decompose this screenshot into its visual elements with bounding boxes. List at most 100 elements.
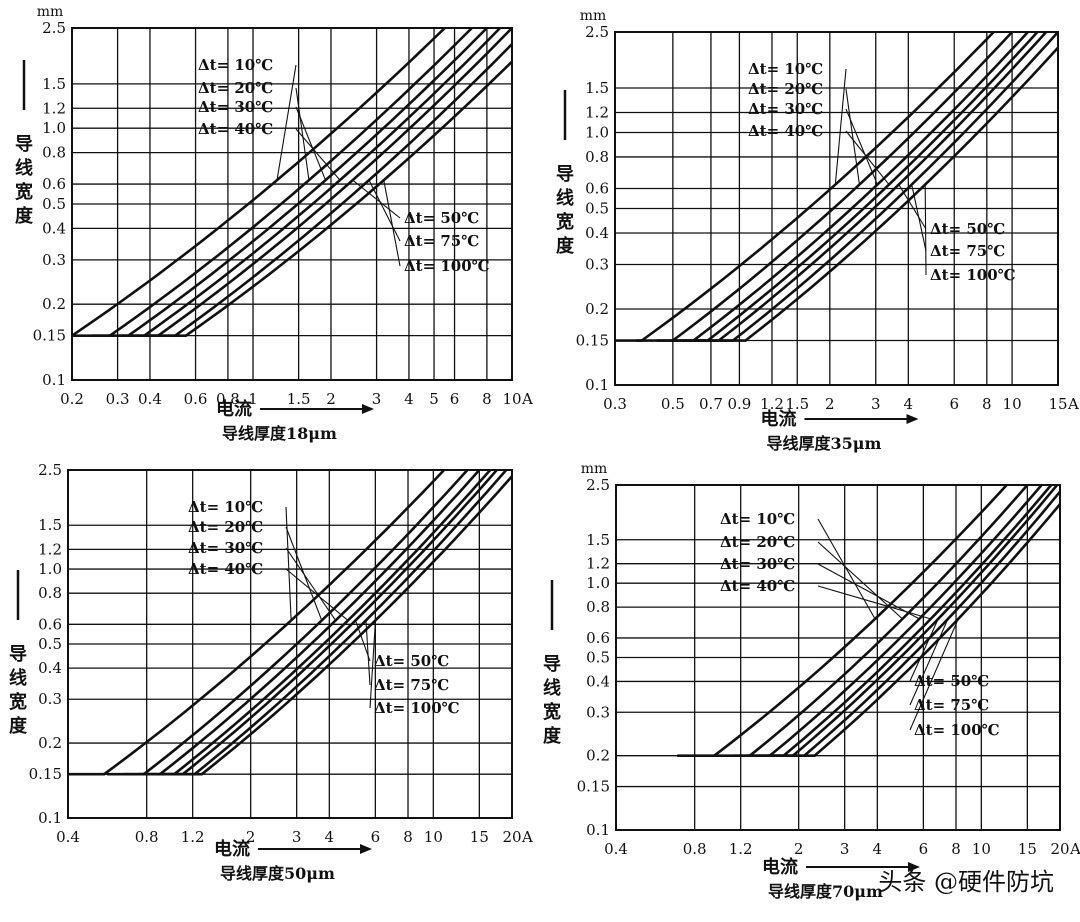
y-tick-label: 0.3 [585, 256, 609, 274]
series-label-leader [834, 68, 847, 185]
series-label: Δt= 100℃ [374, 699, 460, 717]
y-tick-label: 0.2 [38, 734, 62, 752]
chart-panel-18um: 0.2 0.3 0.4 0.6 0.8 1 1.5 2 3 4 5 6 8 10 0.1 0.15 0.2 0.3… [15, 4, 533, 443]
series-label: Δt= 10℃ [188, 498, 263, 516]
x-tick-label: 0.8 [683, 840, 707, 858]
series-label: Δt= 10℃ [748, 60, 823, 78]
series-line [184, 59, 512, 337]
series-label: Δt= 50℃ [404, 209, 479, 227]
x-tick-label: 15 [1018, 840, 1037, 858]
x-axis-label: 电流 [762, 856, 798, 878]
x-axis-label: 电流 [761, 408, 797, 430]
series-label: Δt= 75℃ [404, 232, 479, 250]
series-label: Δt= 20℃ [720, 533, 795, 551]
y-tick-label: 0.6 [42, 175, 66, 193]
x-tick-label: 3 [840, 840, 850, 858]
series-line [802, 489, 1060, 757]
series-label: Δt= 75℃ [930, 242, 1005, 260]
x-tick-label: 10 [502, 390, 521, 408]
y-tick-label: 0.6 [586, 629, 610, 647]
x-tick-label: 4 [404, 390, 414, 408]
x-axis-label: 电流 [214, 838, 250, 860]
series-label: Δt= 40℃ [748, 122, 823, 140]
series-line [72, 28, 447, 337]
series-line [782, 485, 1053, 757]
series-label: Δt= 10℃ [198, 56, 273, 74]
series-label-leader [368, 179, 401, 242]
x-tick-label: 10 [1003, 395, 1022, 413]
series-label: Δt= 30℃ [188, 539, 263, 557]
x-axis-arrowhead-icon [908, 862, 920, 872]
y-tick-label: 0.6 [585, 180, 609, 198]
x-tick-label: 1.5 [287, 390, 311, 408]
x-tick-label: 8 [982, 395, 992, 413]
series-label-leader [295, 87, 310, 181]
y-tick-label: 0.5 [42, 195, 66, 213]
y-tick-label: 0.5 [586, 649, 610, 667]
series-label: Δt= 100℃ [914, 721, 1000, 739]
series-line [142, 28, 502, 337]
x-tick-label: 2 [794, 840, 804, 858]
y-tick-label: 0.1 [38, 809, 62, 827]
y-tick-label: 0.15 [29, 765, 62, 783]
x-tick-label: 3 [292, 828, 302, 846]
x-tick-label: 0.8 [135, 828, 159, 846]
x-tick-label: 0.6 [184, 390, 208, 408]
series-label-leader [898, 184, 927, 230]
series-label-leader [383, 180, 401, 267]
series-line [748, 485, 1029, 757]
y-axis-label: 导线宽度 [556, 164, 575, 257]
x-axis-arrowhead-icon [906, 414, 919, 424]
series-label-leader [365, 620, 371, 686]
chart-panel-50um: 0.4 0.8 1.2 2 3 4 6 8 10 15 20 0.1 0.15 0.2 0.3 0.4 0.5 0… [9, 461, 533, 883]
series-label-leader [924, 184, 927, 276]
series-line [181, 470, 499, 776]
x-tick-label: 6 [949, 395, 959, 413]
x-tick-label: 15 [470, 828, 489, 846]
series-label-leader [911, 184, 927, 252]
x-tick-label: 0.4 [56, 828, 80, 846]
series-label: Δt= 40℃ [198, 120, 273, 138]
y-tick-label: 1.2 [42, 99, 66, 117]
series-label: Δt= 20℃ [748, 80, 823, 98]
y-tick-label: 0.5 [585, 200, 609, 218]
series-label-leader [285, 506, 292, 621]
y-tick-label: 0.2 [42, 295, 66, 313]
series-label: Δt= 50℃ [930, 220, 1005, 238]
series-label-leader [845, 130, 890, 185]
y-tick-label: 1.5 [42, 75, 66, 93]
watermark-text: 头条 @硬件防坑 [878, 868, 1054, 896]
series-label-leader [909, 618, 939, 682]
x-tick-label: 0.8 [216, 390, 240, 408]
plot-frame [67, 469, 513, 819]
series-label: Δt= 30℃ [198, 98, 273, 116]
series-label: Δt= 40℃ [188, 560, 263, 578]
y-tick-label: 2.5 [38, 461, 62, 479]
y-tick-label: 0.1 [42, 371, 66, 389]
x-tick-label: 20 [1050, 840, 1069, 858]
x-tick-label: 1.2 [729, 840, 753, 858]
x-tick-label: 2 [246, 828, 256, 846]
series-line [142, 470, 469, 776]
series-line [127, 28, 489, 337]
series-label-leader [845, 88, 860, 185]
series-label-leader [909, 618, 959, 731]
x-axis-arrowhead-icon [362, 404, 374, 414]
series-label: Δt= 100℃ [404, 257, 490, 275]
series-line [791, 485, 1059, 757]
series-label-leader [909, 618, 949, 706]
series-line [172, 470, 492, 776]
x-unit-label: A [521, 828, 533, 846]
series-line [717, 32, 1048, 342]
y-tick-label: 1.0 [38, 560, 62, 578]
y-axis-label: 导线宽度 [15, 134, 34, 227]
y-tick-label: 0.1 [586, 821, 610, 839]
y-tick-label: 0.8 [38, 584, 62, 602]
y-tick-label: 0.4 [38, 659, 62, 677]
series-line [712, 485, 1008, 757]
chart-subtitle: 导线厚度35μm [767, 434, 882, 453]
series-label: Δt= 20℃ [198, 79, 273, 97]
series-line [200, 474, 512, 776]
y-tick-label: 0.4 [585, 224, 609, 242]
